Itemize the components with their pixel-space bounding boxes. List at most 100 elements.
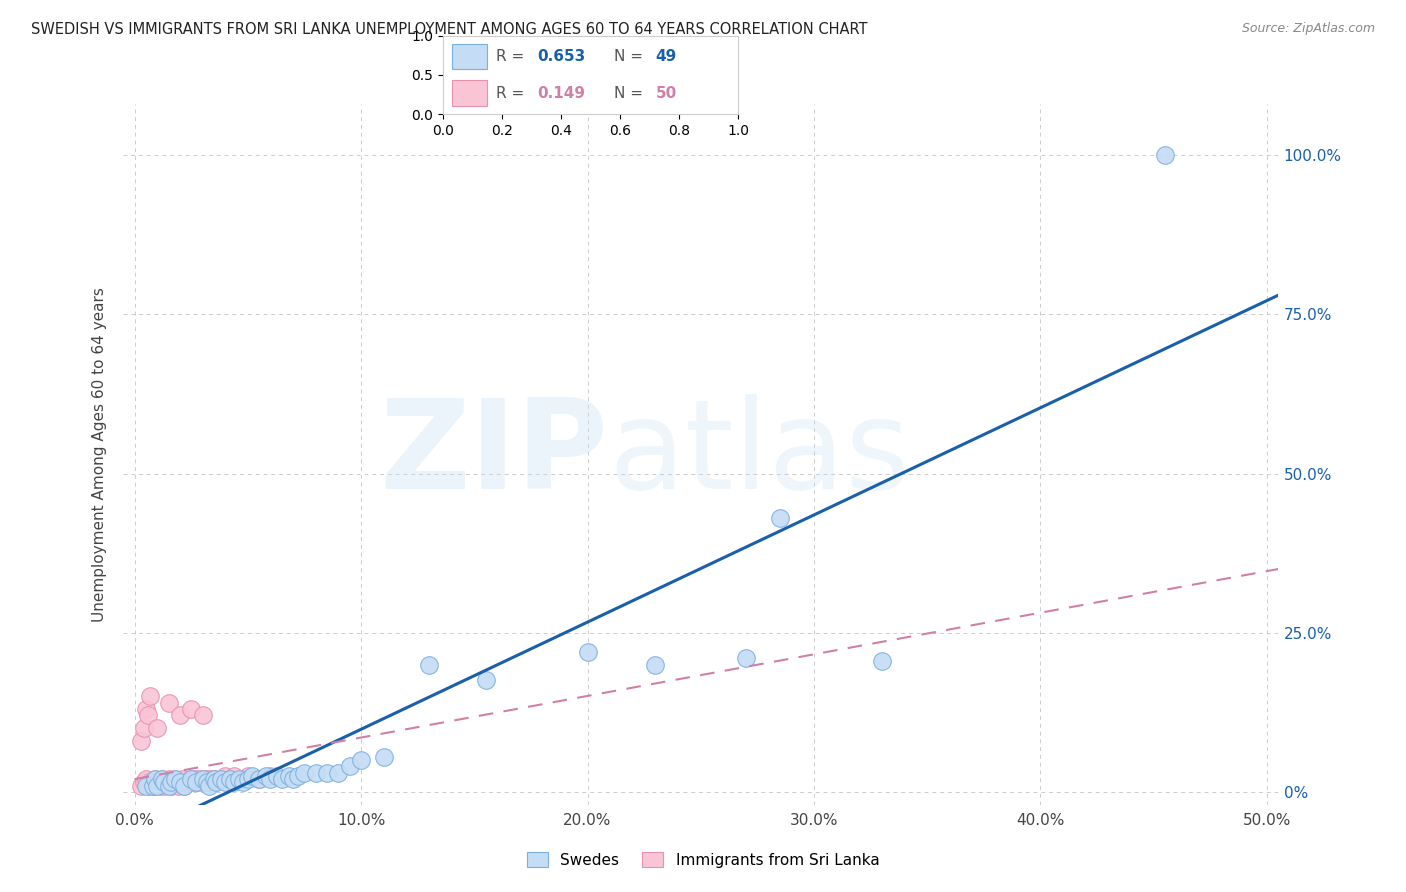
Point [184, 772, 207, 786]
Point [172, 772, 194, 786]
Point [136, 779, 159, 793]
Bar [451, 80, 486, 106]
Point [146, 775, 169, 789]
Legend: Swedes, Immigrants from Sri Lanka: Swedes, Immigrants from Sri Lanka [520, 846, 886, 873]
Point [194, 772, 217, 786]
Point [474, 673, 496, 688]
Point [157, 696, 180, 710]
Point [644, 657, 666, 672]
Point [254, 769, 277, 783]
Point [218, 772, 240, 786]
Point [131, 779, 153, 793]
Point [287, 769, 309, 783]
Point [224, 775, 246, 789]
Point [169, 775, 191, 789]
Point [195, 775, 218, 789]
Point [153, 775, 176, 789]
Point [169, 775, 191, 789]
Point [176, 775, 198, 789]
Point [173, 779, 195, 793]
Point [259, 769, 281, 783]
Point [205, 775, 228, 789]
Point [184, 775, 207, 789]
Point [214, 769, 236, 783]
Point [169, 708, 191, 723]
Point [150, 772, 173, 786]
Point [157, 779, 180, 793]
Point [281, 772, 304, 786]
Point [236, 769, 259, 783]
Point [180, 772, 202, 786]
Point [236, 772, 259, 786]
Text: atlas: atlas [609, 394, 911, 515]
Text: 49: 49 [655, 49, 676, 64]
Point [146, 721, 169, 735]
Point [277, 769, 299, 783]
Text: 0.653: 0.653 [537, 49, 586, 64]
Point [166, 779, 188, 793]
Point [191, 708, 214, 723]
Point [266, 769, 288, 783]
Point [187, 775, 209, 789]
Point [157, 772, 180, 786]
Point [198, 779, 221, 793]
Point [209, 772, 232, 786]
Point [228, 772, 250, 786]
Text: 50: 50 [655, 86, 676, 101]
Point [232, 775, 254, 789]
Point [214, 775, 236, 789]
Point [180, 772, 202, 786]
Point [316, 765, 339, 780]
Point [224, 769, 246, 783]
Point [418, 657, 440, 672]
Point [242, 769, 264, 783]
Text: ZIP: ZIP [380, 394, 609, 515]
Point [247, 772, 270, 786]
Point [259, 772, 281, 786]
Point [191, 775, 214, 789]
Y-axis label: Unemployment Among Ages 60 to 64 years: Unemployment Among Ages 60 to 64 years [93, 287, 107, 622]
Point [162, 775, 184, 789]
Point [270, 772, 292, 786]
Point [148, 779, 170, 793]
Point [160, 775, 183, 789]
Point [198, 772, 221, 786]
Point [870, 654, 893, 668]
Point [153, 779, 176, 793]
Point [205, 775, 228, 789]
Point [143, 772, 166, 786]
Point [1154, 148, 1177, 162]
Point [735, 651, 758, 665]
Point [132, 775, 155, 789]
Point [328, 765, 350, 780]
Point [305, 765, 328, 780]
Point [294, 765, 316, 780]
Point [188, 772, 211, 786]
Point [202, 772, 225, 786]
Point [218, 772, 240, 786]
Point [132, 721, 155, 735]
Point [143, 772, 166, 786]
Point [373, 749, 395, 764]
Point [135, 772, 157, 786]
Point [142, 779, 165, 793]
Point [247, 772, 270, 786]
Point [183, 775, 205, 789]
Text: R =: R = [496, 86, 529, 101]
Text: Source: ZipAtlas.com: Source: ZipAtlas.com [1241, 22, 1375, 36]
Point [229, 772, 252, 786]
Point [165, 772, 187, 786]
Point [139, 775, 162, 789]
Text: N =: N = [614, 86, 648, 101]
Point [150, 772, 173, 786]
Point [576, 645, 599, 659]
Text: N =: N = [614, 49, 648, 64]
Point [339, 759, 361, 773]
Point [135, 702, 157, 716]
Point [209, 772, 232, 786]
Point [202, 772, 225, 786]
Point [146, 779, 169, 793]
Point [165, 772, 187, 786]
Point [191, 772, 214, 786]
Text: 0.149: 0.149 [537, 86, 585, 101]
